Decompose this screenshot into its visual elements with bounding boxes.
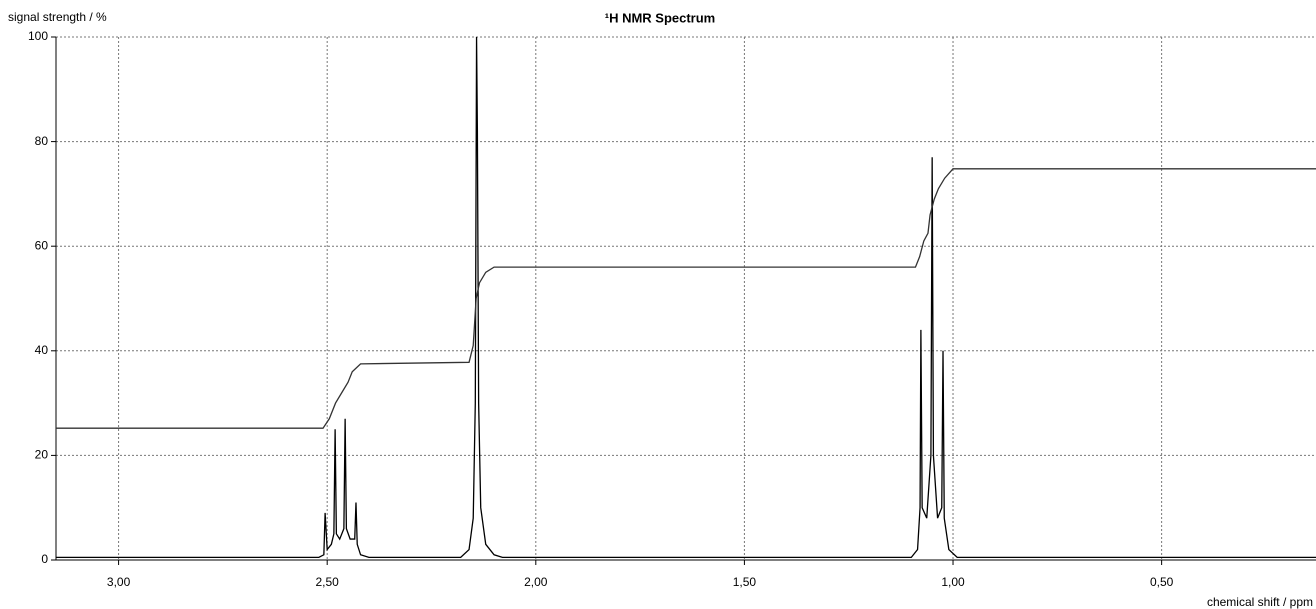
x-tick-label: 1,00 (941, 575, 965, 589)
spectrum-line (56, 168, 1316, 429)
y-tick-label: 20 (35, 448, 49, 462)
x-tick-label: 2,50 (316, 575, 340, 589)
x-tick-label: 3,00 (107, 575, 131, 589)
y-tick-label: 80 (35, 134, 49, 148)
x-tick-label: 2,00 (524, 575, 548, 589)
x-tick-label: 1,50 (733, 575, 757, 589)
spectrum-line (56, 36, 1316, 559)
x-axis-label: chemical shift / ppm (1207, 595, 1313, 609)
y-tick-label: 60 (35, 238, 49, 252)
y-tick-label: 100 (28, 29, 48, 43)
y-tick-label: 0 (41, 552, 48, 566)
chart-title: ¹H NMR Spectrum (605, 10, 716, 25)
y-axis-label: signal strength / % (8, 10, 107, 24)
y-tick-label: 40 (35, 343, 49, 357)
x-tick-label: 0,50 (1150, 575, 1174, 589)
